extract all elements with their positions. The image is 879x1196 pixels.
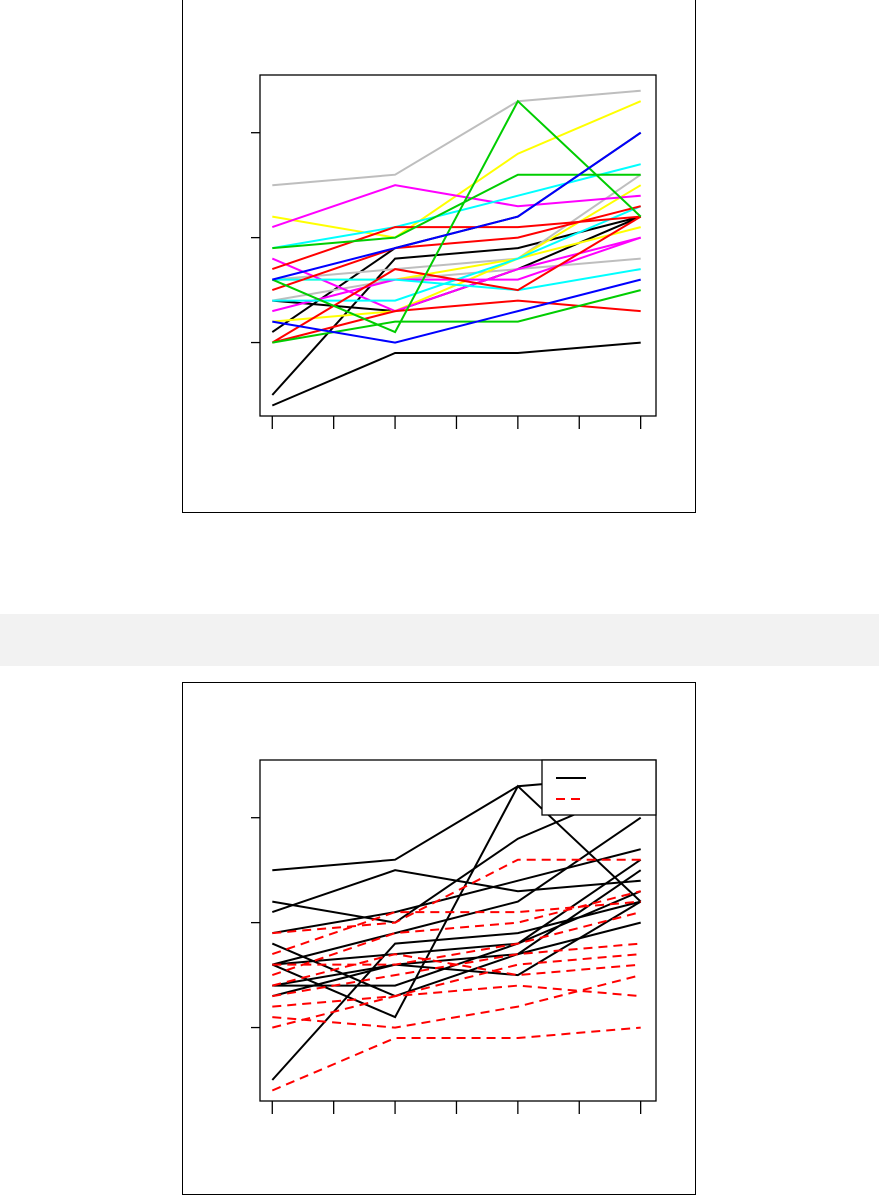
series-line-6 bbox=[272, 173, 642, 281]
series-line-9 bbox=[272, 858, 642, 966]
series-line-7 bbox=[272, 257, 641, 302]
series-line-17 bbox=[272, 911, 641, 966]
chart-frame-individual-colors bbox=[182, 0, 696, 513]
series-line-3 bbox=[271, 869, 641, 914]
series-line-16 bbox=[272, 268, 641, 292]
series-line-21 bbox=[272, 974, 641, 1029]
series-group bbox=[271, 89, 642, 407]
series-line-24 bbox=[272, 131, 642, 281]
plot-area-border bbox=[259, 759, 657, 1102]
series-line-25 bbox=[272, 278, 641, 344]
legend-box bbox=[541, 759, 657, 816]
series-line-11 bbox=[271, 184, 641, 229]
x-axis bbox=[271, 1101, 642, 1114]
series-line-15 bbox=[271, 900, 641, 956]
series-line-11 bbox=[272, 900, 642, 998]
series-group bbox=[271, 774, 642, 1092]
series-line-12 bbox=[272, 869, 642, 987]
series-line-14 bbox=[272, 163, 641, 250]
legend bbox=[541, 759, 657, 816]
series-line-5 bbox=[271, 784, 642, 1019]
series-line-20 bbox=[272, 984, 641, 1029]
series-line-16 bbox=[271, 890, 641, 977]
series-line-22 bbox=[271, 99, 642, 334]
series-line-13 bbox=[271, 1026, 641, 1092]
series-line-18 bbox=[272, 942, 641, 998]
x-axis bbox=[271, 416, 642, 429]
code-band bbox=[0, 614, 879, 666]
series-line-5 bbox=[272, 89, 641, 187]
plot-area-border bbox=[259, 74, 657, 417]
chart-by-group bbox=[251, 759, 657, 1114]
series-line-22 bbox=[272, 953, 641, 987]
series-line-18 bbox=[271, 205, 641, 292]
y-axis bbox=[251, 132, 260, 344]
series-line-14 bbox=[272, 858, 641, 935]
series-line-1 bbox=[271, 341, 641, 407]
series-line-4 bbox=[272, 848, 641, 935]
y-axis bbox=[251, 817, 260, 1029]
chart-individual-colors bbox=[251, 74, 657, 429]
series-line-19 bbox=[272, 953, 641, 1008]
chart-frame-by-group bbox=[182, 682, 696, 1195]
series-line-6 bbox=[272, 816, 642, 966]
